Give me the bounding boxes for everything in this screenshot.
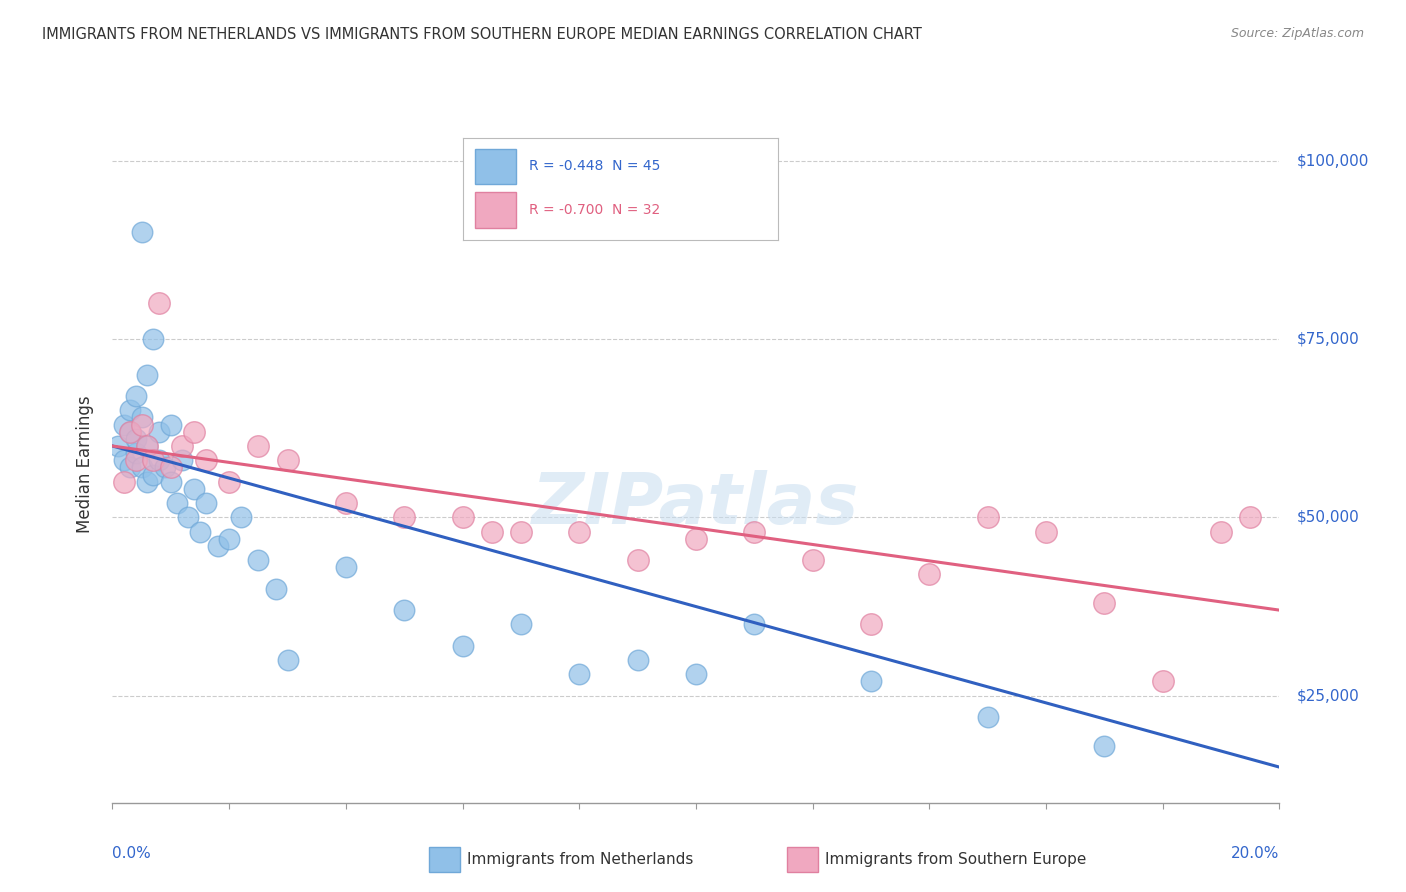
Point <box>148 425 170 439</box>
Point <box>626 553 648 567</box>
Point <box>172 453 194 467</box>
Point <box>247 553 270 567</box>
Point <box>136 368 159 382</box>
Text: Immigrants from Southern Europe: Immigrants from Southern Europe <box>825 853 1087 867</box>
Point <box>188 524 211 539</box>
Point <box>1035 524 1057 539</box>
Point <box>742 524 765 539</box>
Point <box>626 653 648 667</box>
Point <box>125 453 148 467</box>
Point <box>335 560 357 574</box>
Point <box>801 553 824 567</box>
Point <box>451 510 474 524</box>
Point <box>976 710 998 724</box>
Point <box>509 524 531 539</box>
Point <box>148 453 170 467</box>
Point <box>481 524 503 539</box>
Point <box>1209 524 1232 539</box>
Point <box>125 389 148 403</box>
Point <box>131 417 153 432</box>
Text: ZIPatlas: ZIPatlas <box>533 470 859 539</box>
Point <box>125 432 148 446</box>
Point <box>131 460 153 475</box>
Point <box>136 439 159 453</box>
Text: Source: ZipAtlas.com: Source: ZipAtlas.com <box>1230 27 1364 40</box>
Point <box>247 439 270 453</box>
Point <box>276 453 298 467</box>
Point <box>177 510 200 524</box>
Point <box>118 460 141 475</box>
Text: $25,000: $25,000 <box>1296 689 1360 703</box>
Point <box>160 460 183 475</box>
Text: $75,000: $75,000 <box>1296 332 1360 346</box>
Text: $100,000: $100,000 <box>1296 153 1369 168</box>
Point <box>160 417 183 432</box>
Point <box>183 425 205 439</box>
Point <box>136 439 159 453</box>
Point <box>229 510 252 524</box>
Point <box>1092 596 1115 610</box>
Point <box>118 425 141 439</box>
Point <box>131 225 153 239</box>
Point <box>125 446 148 460</box>
Point <box>976 510 998 524</box>
Point <box>568 667 591 681</box>
Point <box>107 439 129 453</box>
Point <box>112 475 135 489</box>
Point <box>218 532 240 546</box>
Point <box>166 496 188 510</box>
Point <box>112 453 135 467</box>
Point <box>218 475 240 489</box>
Point <box>392 603 416 617</box>
Point <box>207 539 229 553</box>
Point <box>194 496 217 510</box>
Point <box>859 674 883 689</box>
Point <box>172 439 194 453</box>
Point <box>118 403 141 417</box>
Point <box>392 510 416 524</box>
Point <box>1239 510 1261 524</box>
Point <box>183 482 205 496</box>
Point <box>276 653 298 667</box>
Text: 0.0%: 0.0% <box>112 846 152 861</box>
Y-axis label: Median Earnings: Median Earnings <box>76 395 94 533</box>
Text: 20.0%: 20.0% <box>1232 846 1279 861</box>
Text: IMMIGRANTS FROM NETHERLANDS VS IMMIGRANTS FROM SOUTHERN EUROPE MEDIAN EARNINGS C: IMMIGRANTS FROM NETHERLANDS VS IMMIGRANT… <box>42 27 922 42</box>
Point <box>568 524 591 539</box>
Point <box>136 475 159 489</box>
Point <box>194 453 217 467</box>
Point <box>264 582 287 596</box>
Text: $50,000: $50,000 <box>1296 510 1360 524</box>
Point <box>335 496 357 510</box>
Point <box>859 617 883 632</box>
Point <box>1152 674 1174 689</box>
Point <box>1092 739 1115 753</box>
Point <box>918 567 941 582</box>
Point <box>131 410 153 425</box>
Point <box>148 296 170 310</box>
Point <box>153 460 176 475</box>
Point <box>160 475 183 489</box>
Point <box>685 532 707 546</box>
Point <box>509 617 531 632</box>
Point <box>142 453 165 467</box>
Point <box>451 639 474 653</box>
Point <box>142 467 165 482</box>
Point <box>112 417 135 432</box>
Point <box>685 667 707 681</box>
Text: Immigrants from Netherlands: Immigrants from Netherlands <box>467 853 693 867</box>
Point <box>118 425 141 439</box>
Point <box>742 617 765 632</box>
Point <box>142 332 165 346</box>
